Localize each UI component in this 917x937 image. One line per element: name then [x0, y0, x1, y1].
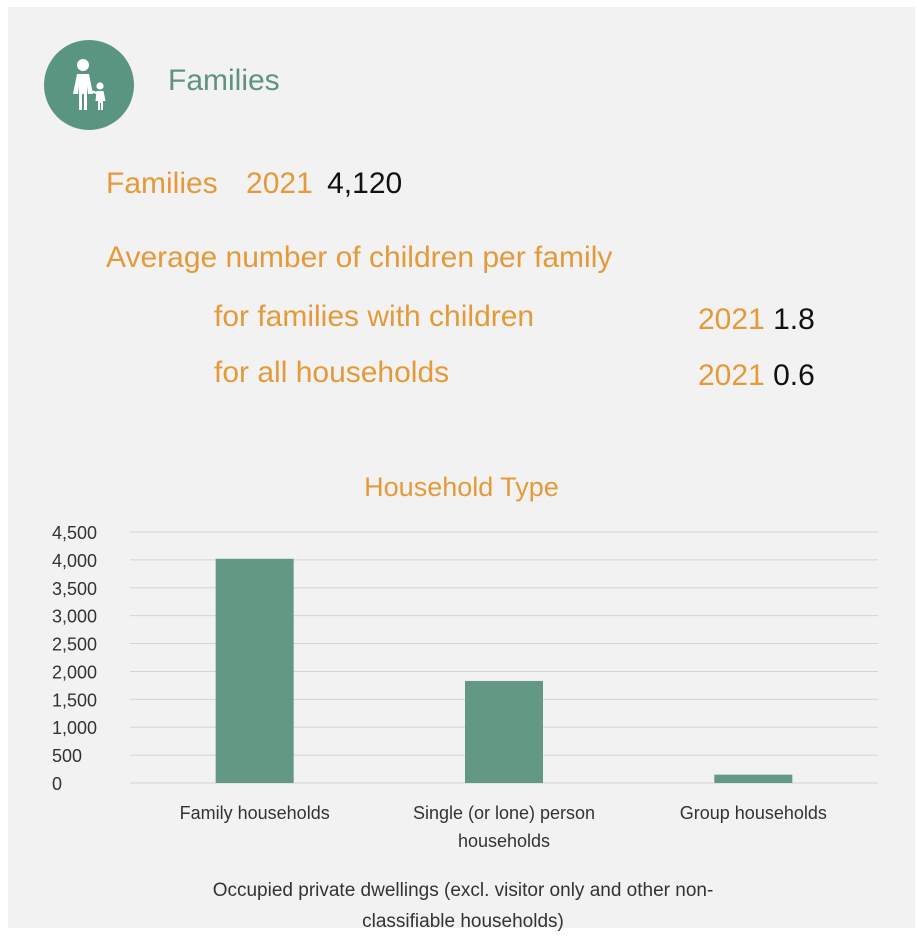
y-tick-label: 4,000: [52, 551, 97, 571]
children-row-value: 2021 1.8: [698, 303, 815, 337]
all-households-row-value: 2021 0.6: [698, 359, 815, 393]
x-tick-label: Single (or lone) person: [413, 803, 595, 823]
families-year: 2021: [246, 167, 313, 200]
y-tick-label: 500: [52, 746, 82, 766]
family-icon-badge: [44, 40, 134, 130]
children-row-number: 1.8: [773, 303, 815, 336]
y-tick-label: 3,000: [52, 607, 97, 627]
bar: [465, 680, 543, 783]
families-value: 4,120: [327, 167, 403, 200]
y-tick-label: 3,500: [52, 579, 97, 599]
all-households-row-year: 2021: [698, 359, 765, 392]
y-tick-label: 2,000: [52, 662, 97, 682]
x-tick-label: households: [458, 831, 550, 851]
families-panel: Families Families 2021 4,120 Average num…: [8, 7, 915, 932]
families-count-line: Families 2021 4,120: [106, 167, 402, 201]
chart-caption: Occupied private dwellings (excl. visito…: [158, 875, 768, 937]
family-parent-child-icon: [73, 59, 106, 110]
chart-title: Household Type: [364, 472, 559, 502]
section-title: Families: [168, 64, 280, 97]
y-tick-label: 1,500: [52, 690, 97, 710]
families-label: Families: [106, 167, 218, 200]
x-tick-label: Group households: [680, 803, 827, 823]
all-households-row-number: 0.6: [773, 359, 815, 392]
y-tick-label: 0: [52, 774, 62, 794]
caption-line-1: Occupied private dwellings (excl. visito…: [212, 880, 714, 901]
all-households-row-label: for all households: [214, 356, 450, 389]
bar: [215, 558, 294, 783]
x-tick-label: Family households: [180, 803, 330, 823]
y-tick-label: 4,500: [52, 523, 97, 543]
children-row-label: for families with children: [214, 300, 535, 333]
household-type-chart: 0 500 1,000 1,500 2,000 2,500 3,000 3,500 4,000 4…: [52, 523, 878, 851]
average-children-title: Average number of children per family: [106, 241, 613, 274]
children-row-year: 2021: [698, 303, 765, 336]
bar: [714, 774, 793, 783]
y-tick-label: 2,500: [52, 635, 97, 655]
caption-line-2: classifiable households): [362, 911, 564, 932]
y-tick-label: 1,000: [52, 718, 97, 738]
